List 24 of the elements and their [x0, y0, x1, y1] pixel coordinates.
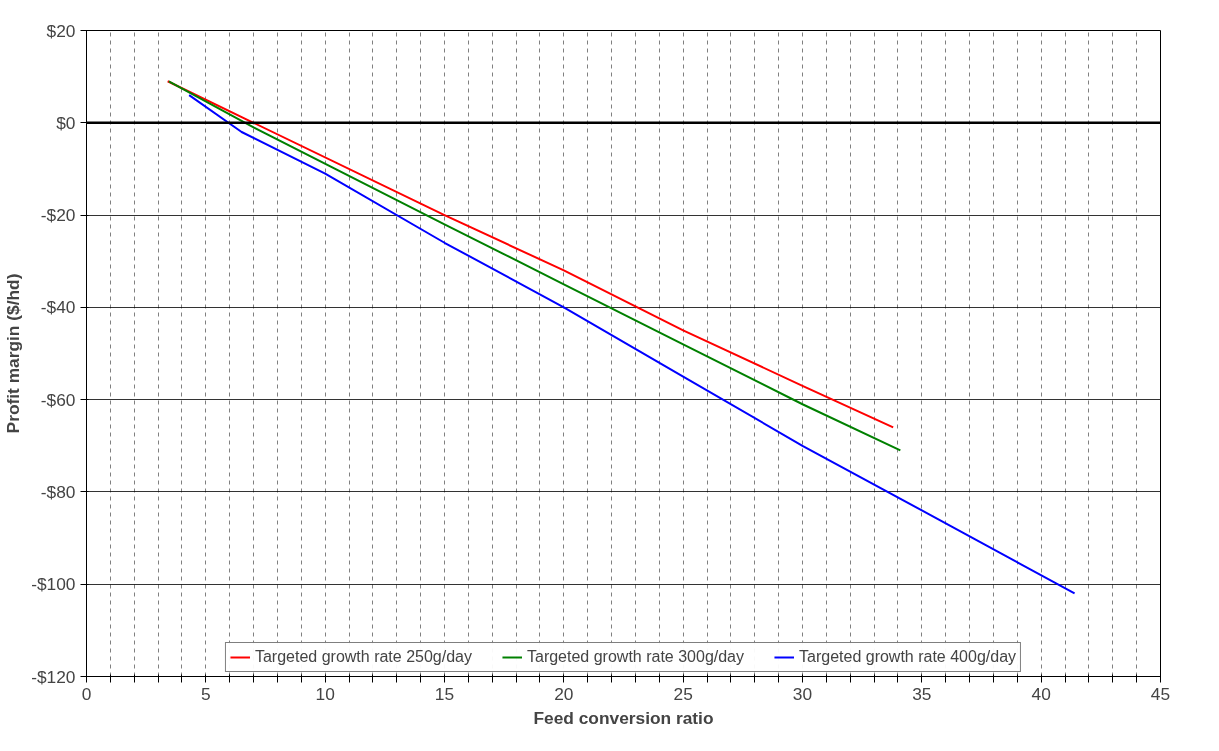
- legend-label: Targeted growth rate 400g/day: [799, 648, 1017, 666]
- x-tick-label: 30: [792, 683, 813, 704]
- legend-label: Targeted growth rate 300g/day: [526, 648, 745, 666]
- y-tick-label: -$100: [31, 574, 76, 595]
- x-tick-label: 25: [673, 683, 693, 704]
- y-tick-label: -$120: [31, 666, 76, 687]
- x-tick-label: 45: [1150, 683, 1171, 704]
- y-axis-title: Profit margin ($/hd): [3, 273, 24, 434]
- y-tick-label: -$60: [40, 389, 76, 410]
- legend-label: Targeted growth rate 250g/day: [254, 648, 472, 666]
- x-tick-label: 15: [434, 683, 455, 704]
- x-tick-label: 35: [912, 683, 932, 704]
- x-tick-label: 20: [554, 683, 574, 704]
- x-tick-label: 40: [1031, 683, 1051, 704]
- x-tick-label: 0: [81, 683, 92, 704]
- y-tick-label: $0: [56, 112, 76, 133]
- x-tick-label: 5: [201, 683, 211, 704]
- x-tick-label: 10: [315, 683, 335, 704]
- x-axis-title: Feed conversion ratio: [533, 707, 714, 728]
- y-tick-label: $20: [46, 20, 76, 41]
- y-tick-label: -$40: [40, 297, 76, 318]
- y-tick-label: -$80: [40, 481, 76, 502]
- y-tick-label: -$20: [40, 205, 76, 226]
- line-series: [188, 94, 1076, 595]
